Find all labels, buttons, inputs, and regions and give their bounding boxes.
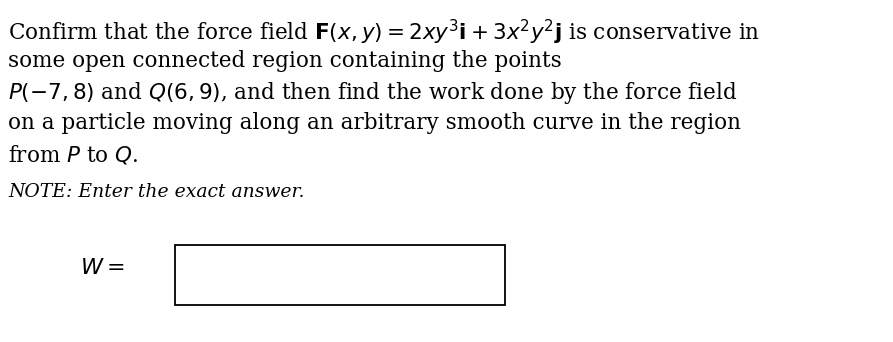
Text: from $P$ to $Q$.: from $P$ to $Q$. [8, 143, 138, 166]
Text: NOTE: Enter the exact answer.: NOTE: Enter the exact answer. [8, 183, 305, 201]
Text: on a particle moving along an arbitrary smooth curve in the region: on a particle moving along an arbitrary … [8, 112, 741, 134]
Text: Confirm that the force field $\mathbf{F}(x, y) = 2xy^3\mathbf{i} + 3x^2y^2\mathb: Confirm that the force field $\mathbf{F}… [8, 18, 760, 47]
Text: $W =$: $W =$ [80, 257, 125, 279]
Text: some open connected region containing the points: some open connected region containing th… [8, 50, 562, 72]
Bar [175, 245, 505, 305]
Text: $P(-7, 8)$ and $Q(6, 9)$, and then find the work done by the force field: $P(-7, 8)$ and $Q(6, 9)$, and then find … [8, 80, 737, 106]
